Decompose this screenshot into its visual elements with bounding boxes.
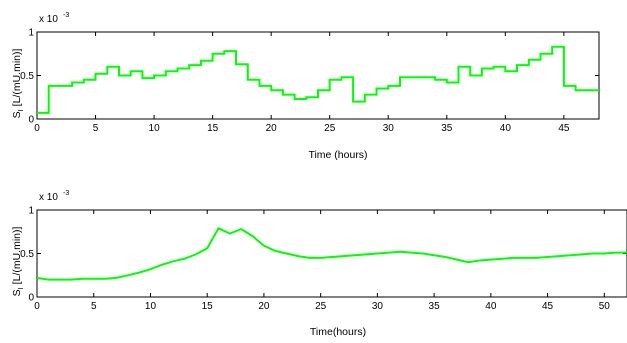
x-tick-label: 45 bbox=[558, 123, 570, 134]
x-tick-label: 25 bbox=[315, 301, 327, 312]
y-axis-label-subscript: I bbox=[16, 287, 25, 289]
y-axis-label-symbol: S bbox=[11, 289, 23, 296]
x-tick-label: 20 bbox=[266, 123, 278, 134]
y-tick-label: 0 bbox=[28, 293, 34, 304]
x-tick-label: 5 bbox=[93, 123, 99, 134]
y-tick-label: 0.5 bbox=[20, 249, 34, 260]
y-axis-label: SI [L/(mU.min)] bbox=[11, 48, 25, 118]
y-axis-label-subscript: I bbox=[16, 109, 25, 111]
y-axis-label: SI [L/(mU.min)] bbox=[11, 226, 25, 296]
chart-panel-1: 0 5 10 15 20 25 30 35 40 45 0 0.5 1 x 10 -3 Time (hours… bbox=[11, 12, 600, 161]
x-tick-label: 35 bbox=[429, 301, 441, 312]
y-exponent-superscript: -3 bbox=[63, 12, 69, 19]
x-tick-label: 20 bbox=[258, 301, 270, 312]
y-axis-label-symbol: S bbox=[11, 111, 23, 118]
x-axis-label: Time(hours) bbox=[310, 326, 366, 338]
x-tick-label: 15 bbox=[202, 301, 214, 312]
y-axis-label-units: [L/(mU.min)] bbox=[11, 226, 23, 284]
x-tick-label: 10 bbox=[145, 301, 157, 312]
y-tick-label: 0 bbox=[28, 115, 34, 126]
x-tick-label: 50 bbox=[599, 301, 611, 312]
plot-frame bbox=[36, 209, 627, 298]
y-exponent-label: x 10 bbox=[39, 14, 58, 25]
x-axis-label: Time (hours) bbox=[308, 149, 367, 161]
x-tick-label: 40 bbox=[485, 301, 497, 312]
data-series-line bbox=[37, 45, 599, 114]
y-exponent-superscript: -3 bbox=[63, 190, 69, 197]
y-tick-label: 1 bbox=[28, 206, 34, 217]
x-tick-label: 5 bbox=[91, 301, 97, 312]
chart-panel-2: 0 5 10 15 20 25 30 35 40 45 50 0 0.5 1 x 10 -3 Time(hour… bbox=[11, 190, 627, 338]
x-tick-label: 30 bbox=[383, 123, 395, 134]
x-tick-label: 0 bbox=[34, 123, 40, 134]
y-exponent-label: x 10 bbox=[39, 192, 58, 203]
x-tick-label: 40 bbox=[500, 123, 512, 134]
x-tick-label: 30 bbox=[372, 301, 384, 312]
x-tick-label: 45 bbox=[542, 301, 554, 312]
y-tick-label: 0.5 bbox=[20, 71, 34, 82]
y-tick-label: 1 bbox=[28, 28, 34, 39]
data-series-line bbox=[36, 227, 627, 281]
x-tick-label: 25 bbox=[324, 123, 336, 134]
x-tick-label: 10 bbox=[149, 123, 161, 134]
x-tick-label: 35 bbox=[441, 123, 453, 134]
y-axis-label-units: [L/(mU.min)] bbox=[11, 48, 23, 106]
x-tick-label: 0 bbox=[34, 301, 40, 312]
x-tick-label: 15 bbox=[207, 123, 219, 134]
